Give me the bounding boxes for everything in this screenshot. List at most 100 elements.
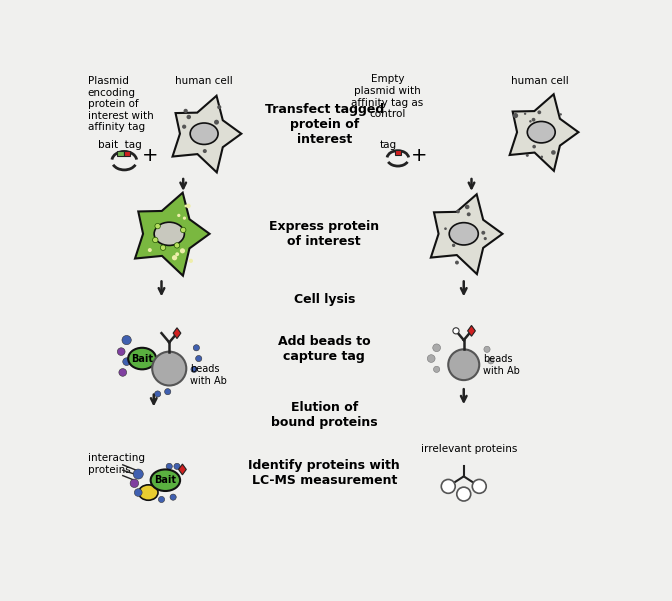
Circle shape — [123, 358, 130, 365]
Circle shape — [488, 358, 494, 364]
Circle shape — [155, 391, 161, 397]
Text: Bait: Bait — [155, 475, 176, 485]
Polygon shape — [431, 194, 503, 274]
Polygon shape — [179, 464, 186, 475]
Ellipse shape — [154, 222, 184, 245]
Circle shape — [452, 243, 456, 247]
Circle shape — [183, 109, 187, 113]
Text: Bait: Bait — [131, 353, 153, 364]
Text: beads
with Ab: beads with Ab — [483, 354, 520, 376]
Circle shape — [484, 346, 490, 352]
Circle shape — [186, 204, 191, 209]
Circle shape — [165, 389, 171, 395]
Circle shape — [433, 344, 441, 352]
Text: Transfect tagged
protein of
interest: Transfect tagged protein of interest — [265, 103, 384, 146]
Circle shape — [185, 204, 187, 207]
Polygon shape — [135, 193, 210, 276]
Circle shape — [180, 248, 185, 254]
Circle shape — [560, 113, 562, 115]
Text: Cell lysis: Cell lysis — [294, 293, 355, 306]
Circle shape — [472, 480, 487, 493]
Circle shape — [148, 248, 152, 252]
Circle shape — [170, 494, 176, 500]
Circle shape — [174, 243, 179, 248]
Text: irrelevant proteins: irrelevant proteins — [421, 444, 517, 454]
Circle shape — [166, 463, 172, 469]
Circle shape — [465, 205, 470, 209]
Text: +: + — [411, 146, 427, 165]
Circle shape — [481, 231, 485, 235]
Circle shape — [133, 469, 143, 479]
Text: Elution of
bound proteins: Elution of bound proteins — [271, 401, 378, 429]
Circle shape — [159, 496, 165, 502]
Circle shape — [484, 237, 487, 240]
Text: tag: tag — [380, 140, 397, 150]
Circle shape — [152, 352, 186, 385]
Circle shape — [182, 124, 186, 129]
FancyBboxPatch shape — [394, 150, 401, 154]
Circle shape — [119, 368, 126, 376]
Circle shape — [526, 154, 529, 157]
Circle shape — [155, 224, 161, 229]
Circle shape — [181, 227, 186, 233]
Circle shape — [529, 120, 532, 123]
Circle shape — [442, 480, 455, 493]
Circle shape — [122, 335, 131, 345]
Text: Express protein
of interest: Express protein of interest — [269, 220, 379, 248]
Circle shape — [532, 118, 536, 121]
Circle shape — [456, 210, 460, 213]
Circle shape — [177, 214, 181, 217]
Circle shape — [532, 145, 536, 148]
Circle shape — [214, 120, 219, 124]
Circle shape — [118, 348, 125, 355]
Text: bait  tag: bait tag — [98, 140, 142, 150]
Circle shape — [203, 149, 207, 153]
FancyBboxPatch shape — [116, 151, 124, 156]
Circle shape — [130, 479, 138, 487]
Ellipse shape — [449, 222, 478, 245]
Circle shape — [187, 115, 191, 119]
Polygon shape — [468, 326, 475, 336]
Ellipse shape — [151, 469, 180, 491]
Text: human cell: human cell — [511, 76, 569, 86]
Circle shape — [455, 261, 459, 264]
Circle shape — [540, 156, 543, 158]
Circle shape — [217, 105, 221, 109]
Circle shape — [467, 212, 470, 216]
Circle shape — [513, 113, 518, 118]
Circle shape — [551, 150, 556, 154]
Circle shape — [453, 328, 459, 334]
Text: Identify proteins with
LC-MS measurement: Identify proteins with LC-MS measurement — [249, 459, 400, 487]
Ellipse shape — [128, 348, 156, 370]
Circle shape — [174, 463, 180, 469]
Circle shape — [183, 216, 186, 220]
Circle shape — [161, 245, 166, 251]
Circle shape — [134, 489, 142, 496]
Polygon shape — [509, 94, 579, 171]
Circle shape — [172, 255, 177, 260]
Circle shape — [444, 227, 447, 230]
Polygon shape — [173, 328, 181, 338]
Text: Plasmid
encoding
protein of
interest with
affinity tag: Plasmid encoding protein of interest wit… — [88, 76, 154, 132]
Text: beads
with Ab: beads with Ab — [190, 364, 227, 385]
Circle shape — [153, 237, 158, 243]
Circle shape — [457, 487, 470, 501]
Text: human cell: human cell — [175, 76, 233, 86]
Circle shape — [191, 366, 197, 373]
Circle shape — [189, 259, 193, 263]
Polygon shape — [173, 96, 241, 172]
Ellipse shape — [138, 485, 158, 500]
Circle shape — [175, 252, 179, 256]
Circle shape — [524, 112, 526, 115]
Circle shape — [196, 355, 202, 362]
Circle shape — [448, 349, 479, 380]
Circle shape — [427, 355, 435, 362]
Circle shape — [194, 345, 200, 351]
Text: Empty
plasmid with
affinity tag as
control: Empty plasmid with affinity tag as contr… — [351, 75, 423, 119]
Text: interacting
proteins: interacting proteins — [88, 453, 145, 475]
Text: Add beads to
capture tag: Add beads to capture tag — [278, 335, 370, 364]
Circle shape — [433, 366, 439, 373]
Ellipse shape — [528, 121, 555, 143]
Ellipse shape — [190, 123, 218, 144]
FancyBboxPatch shape — [124, 151, 130, 156]
